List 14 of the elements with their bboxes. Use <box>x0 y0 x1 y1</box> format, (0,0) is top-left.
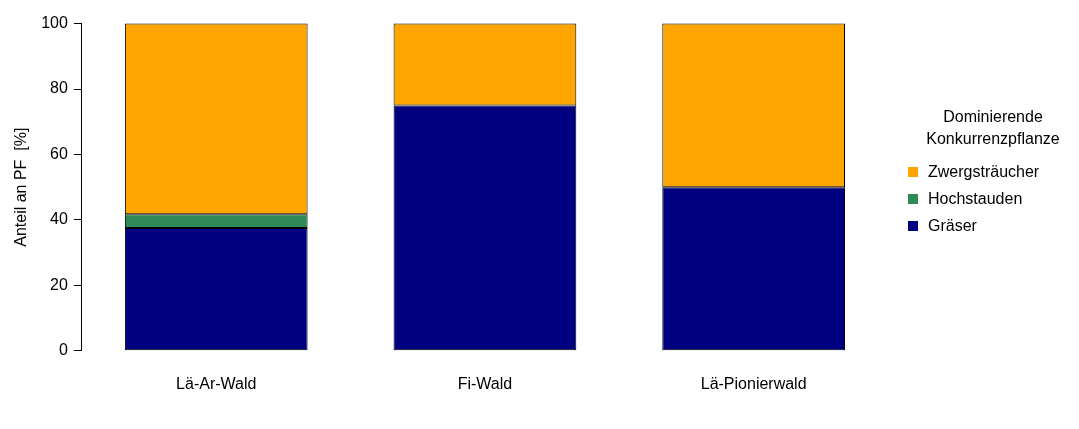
x-tick-label: Lä-Pionierwald <box>700 374 807 392</box>
y-tick-label: 100 <box>41 14 68 32</box>
legend-label: Hochstauden <box>928 189 1023 208</box>
y-tick-label: 40 <box>50 210 68 228</box>
y-tick-label: 0 <box>58 341 68 359</box>
x-tick-label: Fi-Wald <box>457 374 513 392</box>
legend-title: Dominierende Konkurrenzpflanze <box>925 107 1061 149</box>
x-tick-label: Lä-Ar-Wald <box>176 374 257 392</box>
y-tick-label: 80 <box>50 79 68 97</box>
legend-label: Gräser <box>928 216 977 235</box>
legend-label: Zwergsträucher <box>928 162 1040 181</box>
y-tick-label: 20 <box>50 275 68 293</box>
y-axis-title: Anteil an PF [%] <box>12 127 30 247</box>
y-tick-label: 60 <box>50 144 68 162</box>
